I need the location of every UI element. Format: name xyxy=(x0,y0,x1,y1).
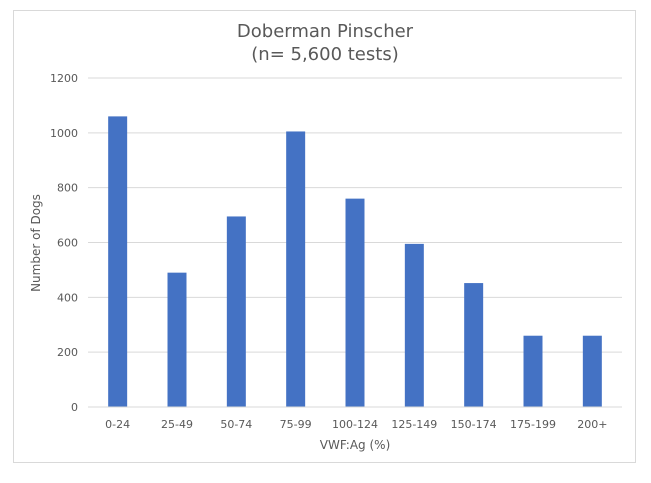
y-axis-title: Number of Dogs xyxy=(29,194,43,292)
bar-175-199 xyxy=(523,335,543,407)
x-tick-label: 25-49 xyxy=(161,418,193,431)
bar-25-49 xyxy=(167,272,187,407)
bar-75-99 xyxy=(286,131,306,407)
bar-0-24 xyxy=(108,116,128,407)
x-tick-label: 75-99 xyxy=(280,418,312,431)
y-tick-label: 1200 xyxy=(50,72,78,85)
bar-100-124 xyxy=(345,198,365,407)
chart-title: Doberman Pinscher xyxy=(237,21,414,42)
bars xyxy=(108,116,602,407)
chart-subtitle: (n= 5,600 tests) xyxy=(251,44,398,65)
x-tick-label: 150-174 xyxy=(451,418,497,431)
x-tick-label: 125-149 xyxy=(391,418,437,431)
bar-50-74 xyxy=(226,216,246,407)
bar-125-149 xyxy=(404,243,424,407)
y-axis-ticks: 0 200 400 600 800 1000 1200 xyxy=(50,72,78,414)
x-tick-label: 175-199 xyxy=(510,418,556,431)
x-tick-label: 100-124 xyxy=(332,418,378,431)
y-tick-label: 600 xyxy=(57,237,78,250)
y-tick-label: 400 xyxy=(57,291,78,304)
x-axis-ticks: 0-24 25-49 50-74 75-99 100-124 125-149 150-174… xyxy=(105,418,607,431)
x-tick-label: 0-24 xyxy=(105,418,130,431)
y-tick-label: 1000 xyxy=(50,127,78,140)
y-tick-label: 200 xyxy=(57,346,78,359)
y-tick-label: 800 xyxy=(57,182,78,195)
x-axis-title: VWF:Ag (%) xyxy=(320,438,391,452)
x-tick-label: 50-74 xyxy=(220,418,252,431)
bar-150-174 xyxy=(464,283,484,407)
y-tick-label: 0 xyxy=(71,401,78,414)
bar-200+ xyxy=(582,335,602,407)
x-tick-label: 200+ xyxy=(577,418,607,431)
